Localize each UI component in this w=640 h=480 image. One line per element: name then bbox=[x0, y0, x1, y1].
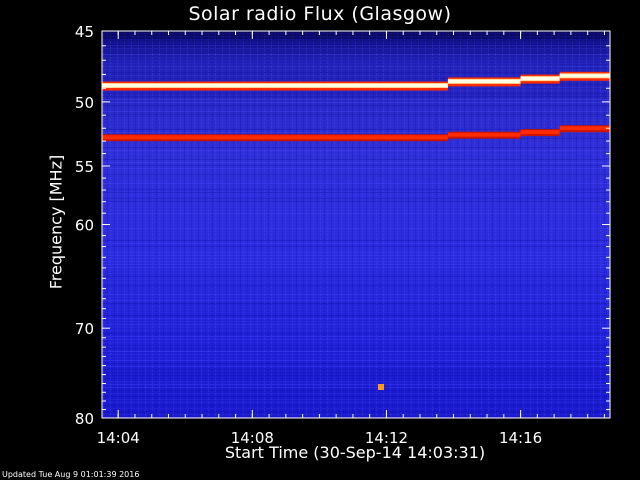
x-tick-label: 14:12 bbox=[365, 429, 408, 447]
x-tick-label: 14:04 bbox=[97, 429, 140, 447]
plot-area bbox=[102, 31, 610, 418]
white-emission-band bbox=[102, 71, 610, 91]
y-tick-label: 55 bbox=[75, 158, 94, 176]
axis-tick-labels: 14:04 14:08 14:12 14:16 45 50 55 60 70 80 bbox=[75, 23, 542, 447]
spectrogram-noise bbox=[102, 31, 610, 418]
band-segment bbox=[520, 77, 560, 81]
y-axis-label: Frequency [MHz] bbox=[46, 154, 66, 290]
y-tick-label: 80 bbox=[75, 410, 94, 428]
y-tick-label: 70 bbox=[75, 320, 94, 338]
x-axis-label: Start Time (30-Sep-14 14:03:31) bbox=[224, 443, 486, 462]
band-segment bbox=[559, 74, 610, 78]
hot-spot bbox=[378, 384, 384, 390]
y-tick-label: 60 bbox=[75, 217, 94, 235]
chart-title: Solar radio Flux (Glasgow) bbox=[188, 3, 452, 25]
band-segment bbox=[102, 135, 448, 140]
y-tick-label: 45 bbox=[75, 23, 94, 41]
band-segment bbox=[447, 132, 521, 137]
band-segment bbox=[447, 79, 521, 83]
x-tick-label: 14:08 bbox=[231, 429, 274, 447]
y-tick-label: 50 bbox=[75, 94, 94, 112]
red-emission-band bbox=[102, 125, 610, 142]
band-segment bbox=[520, 130, 560, 135]
axis-ticks bbox=[102, 30, 610, 419]
updated-timestamp: Updated Tue Aug 9 01:01:39 2016 bbox=[2, 470, 140, 479]
band-segment bbox=[102, 84, 448, 88]
spectrogram-top-shade bbox=[102, 31, 610, 39]
spectrogram-striations bbox=[102, 33, 610, 418]
x-tick-label: 14:16 bbox=[499, 429, 542, 447]
band-segment bbox=[559, 126, 610, 131]
